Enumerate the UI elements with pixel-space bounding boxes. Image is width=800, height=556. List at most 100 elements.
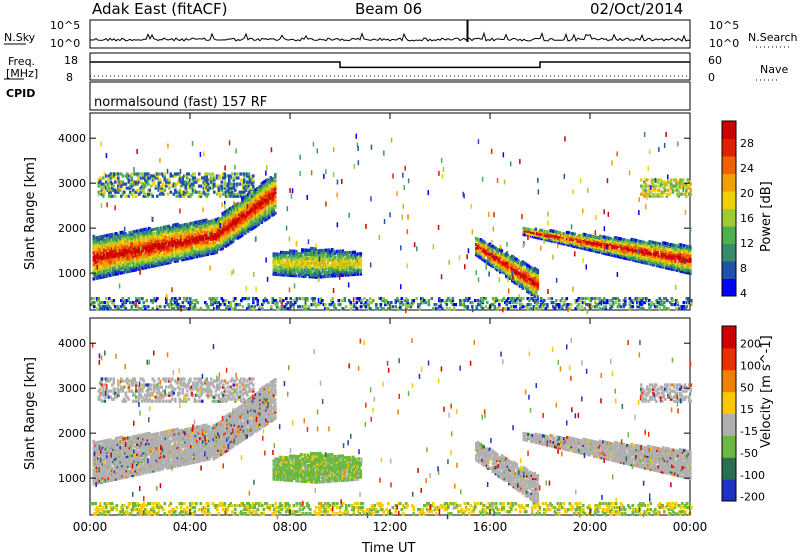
power-cell bbox=[158, 172, 161, 175]
power-cell bbox=[93, 297, 96, 300]
power-cell bbox=[274, 199, 277, 202]
power-cell bbox=[667, 189, 670, 192]
power-cell bbox=[233, 183, 236, 186]
power-cell bbox=[335, 307, 338, 310]
power-cell bbox=[221, 181, 224, 184]
power-cell bbox=[522, 297, 525, 300]
frequency-trace bbox=[90, 62, 690, 67]
power-cell bbox=[188, 172, 191, 175]
power-cell bbox=[216, 297, 219, 300]
power-cell bbox=[507, 297, 510, 300]
power-cell bbox=[125, 195, 128, 198]
power-cell bbox=[122, 174, 125, 177]
power-cell bbox=[484, 241, 487, 244]
power-cell bbox=[164, 305, 167, 308]
power-cell bbox=[441, 299, 444, 302]
power-cell bbox=[159, 305, 162, 308]
power-cell bbox=[96, 307, 99, 310]
power-cell bbox=[258, 305, 261, 308]
power-cell bbox=[267, 301, 270, 304]
power-cell bbox=[131, 176, 134, 179]
power-cell bbox=[503, 297, 506, 300]
power-cell bbox=[222, 299, 225, 302]
power-cell bbox=[402, 303, 405, 306]
power-cell bbox=[413, 299, 416, 302]
power-cell bbox=[231, 172, 234, 175]
power-cell bbox=[221, 185, 224, 188]
power-cell bbox=[237, 176, 240, 179]
power-cell bbox=[543, 303, 546, 306]
power-cell bbox=[360, 305, 363, 308]
power-cell bbox=[159, 178, 162, 181]
power-cell bbox=[366, 299, 369, 302]
power-cell bbox=[135, 195, 138, 198]
power-cell bbox=[107, 301, 110, 304]
power-cell bbox=[432, 307, 435, 310]
power-cell bbox=[99, 176, 102, 179]
power-cell bbox=[248, 303, 251, 306]
power-cell bbox=[152, 195, 155, 198]
power-cell bbox=[168, 178, 171, 181]
power-cell bbox=[243, 178, 246, 181]
power-cell bbox=[194, 172, 197, 175]
power-cell bbox=[234, 189, 237, 192]
power-cell bbox=[164, 189, 167, 192]
power-cell bbox=[516, 301, 519, 304]
power-cell bbox=[219, 174, 222, 177]
power-cell bbox=[147, 172, 150, 175]
power-cell bbox=[530, 307, 533, 310]
power-cell bbox=[239, 183, 242, 186]
power-cell bbox=[104, 301, 107, 304]
power-cell bbox=[224, 172, 227, 175]
power-cell bbox=[207, 183, 210, 186]
power-cell bbox=[455, 303, 458, 306]
power-cell bbox=[380, 303, 383, 306]
power-cell bbox=[314, 297, 317, 300]
power-cell bbox=[537, 295, 540, 298]
power-cell bbox=[482, 307, 485, 310]
power-cell bbox=[658, 189, 661, 192]
power-cell bbox=[485, 305, 488, 308]
power-cell bbox=[339, 303, 342, 306]
power-cell bbox=[276, 301, 279, 304]
power-cell bbox=[141, 297, 144, 300]
power-cell bbox=[207, 305, 210, 308]
power-cell bbox=[356, 307, 359, 310]
power-cell bbox=[197, 301, 200, 304]
power-cell bbox=[149, 189, 152, 192]
power-cell bbox=[504, 307, 507, 310]
power-cell bbox=[146, 299, 149, 302]
power-cell bbox=[308, 305, 311, 308]
power-cell bbox=[669, 193, 672, 196]
power-cell bbox=[530, 303, 533, 306]
power-cell bbox=[449, 307, 452, 310]
power-cell bbox=[143, 301, 146, 304]
power-cell bbox=[287, 301, 290, 304]
power-cell bbox=[105, 174, 108, 177]
power-cell bbox=[498, 299, 501, 302]
nsky-strip-frame bbox=[90, 20, 690, 48]
power-cell bbox=[350, 301, 353, 304]
power-cell bbox=[176, 299, 179, 302]
power-cell bbox=[401, 297, 404, 300]
power-cell bbox=[147, 183, 150, 186]
power-cell bbox=[645, 189, 648, 192]
power-cell bbox=[416, 297, 419, 300]
power-cell bbox=[360, 268, 363, 271]
power-cell bbox=[182, 301, 185, 304]
power-cell bbox=[239, 303, 242, 306]
power-cell bbox=[431, 297, 434, 300]
power-cell bbox=[552, 301, 555, 304]
power-cell bbox=[209, 172, 212, 175]
power-cell bbox=[278, 307, 281, 310]
power-cell bbox=[113, 299, 116, 302]
power-cell bbox=[131, 305, 134, 308]
power-cell bbox=[207, 193, 210, 196]
power-cell bbox=[131, 172, 134, 175]
power-cell bbox=[441, 307, 444, 310]
power-cell bbox=[186, 297, 189, 300]
power-cell bbox=[117, 172, 120, 175]
power-cell bbox=[252, 174, 255, 177]
power-cell bbox=[338, 299, 341, 302]
power-cell bbox=[213, 183, 216, 186]
